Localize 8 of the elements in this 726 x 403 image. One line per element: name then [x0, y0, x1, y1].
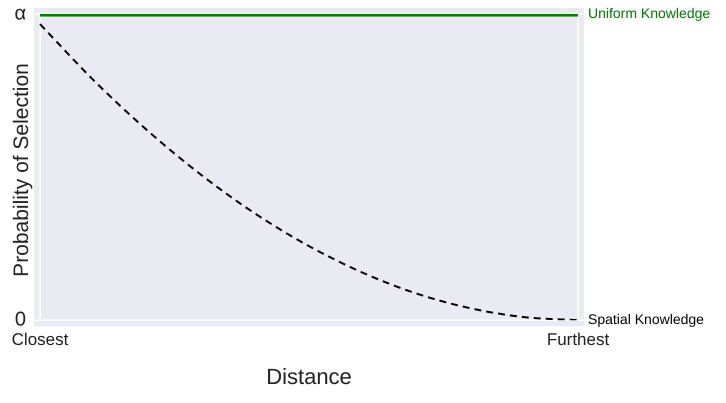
x-tick-label: Closest — [12, 330, 69, 350]
text: α — [14, 2, 26, 25]
x-axis-title: Distance — [266, 364, 352, 389]
y-axis-title: Probability of Selection — [10, 63, 34, 277]
series-label: Uniform Knowledge — [588, 4, 710, 21]
series-label: Spatial Knowledge — [588, 311, 704, 328]
x-tick-label: Furthest — [546, 330, 610, 350]
text: 0 — [14, 308, 26, 331]
